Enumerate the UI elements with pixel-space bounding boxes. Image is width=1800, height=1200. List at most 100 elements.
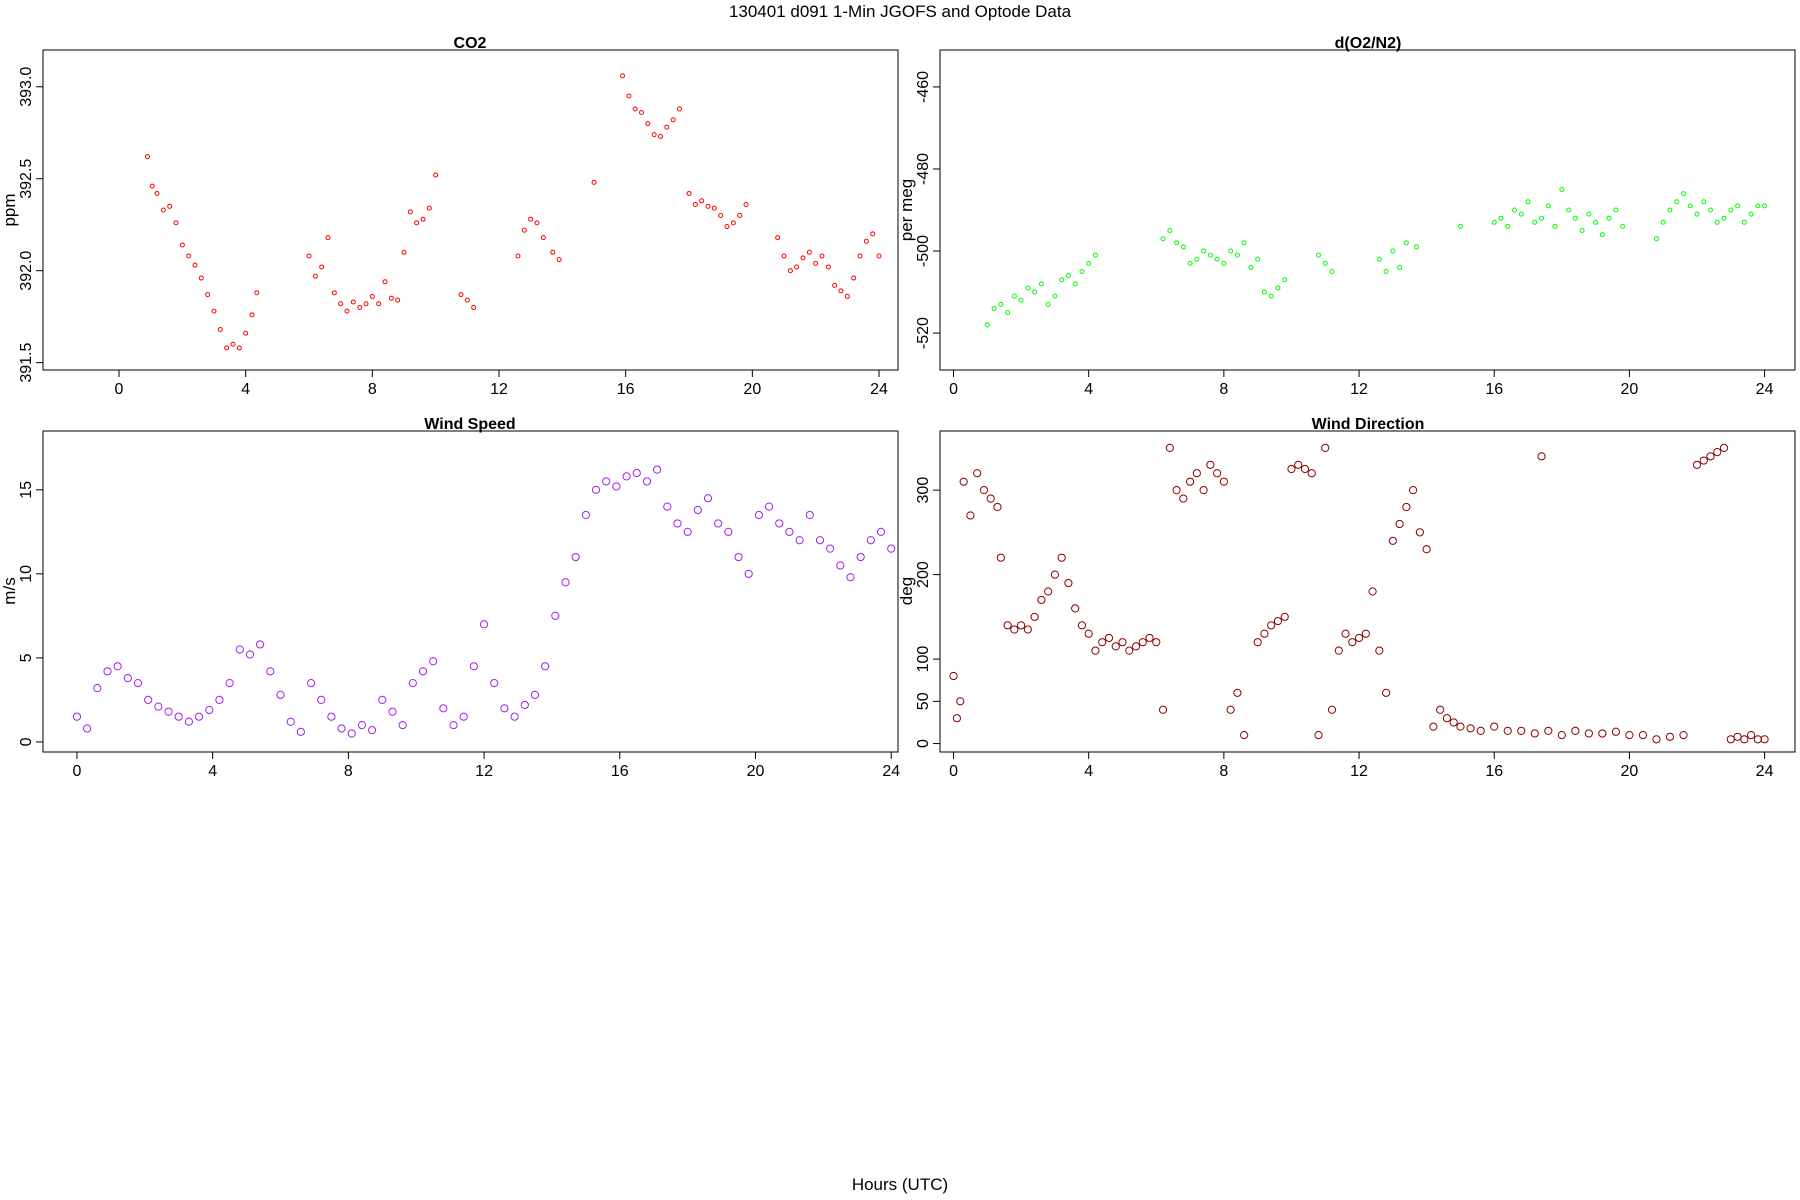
wind-direction-point [1185,477,1195,486]
wind-speed-point [510,712,519,721]
co2-point [243,330,249,336]
wind-speed-point [541,662,550,671]
wind-direction-point [1395,519,1404,529]
wind-speed-point [876,527,886,536]
o2n2-point [1045,301,1051,307]
wind-direction-x-tick-label: 24 [1756,763,1774,780]
wind-direction-point [1476,726,1485,735]
wind-speed-point [357,721,367,730]
co2-point [433,172,439,178]
co2-point [819,253,825,259]
wind-speed-point [622,472,631,481]
wind-speed-x-tick-label: 12 [475,763,493,780]
wind-direction-point [1517,726,1526,735]
wind-direction-point [986,494,995,503]
co2-point [521,227,527,233]
wind-direction-point [1098,638,1107,647]
wind-speed-point [653,465,662,474]
wind-speed-point [378,695,387,705]
wind-speed-point [276,690,285,699]
panel-wind-speed-plot: 0 4 8 12 16 20 24 0 5 10 15 [18,465,900,780]
o2n2-point [1667,207,1673,213]
o2n2-point [1721,215,1727,221]
co2-point [794,264,800,270]
wind-direction-point [1172,486,1181,495]
wind-speed-y-tick-label: 15 [18,481,35,499]
wind-speed-point [866,536,875,545]
co2-point [515,253,521,259]
wind-direction-point [1233,688,1242,697]
co2-y-tick-label: 392.0 [18,251,35,291]
o2n2-point [1728,207,1734,213]
co2-point [407,209,413,215]
co2-point [851,275,857,281]
co2-y-tick-label: 393.0 [18,67,35,107]
o2n2-point [1414,244,1420,250]
wind-direction-point [1321,443,1330,452]
co2-point [743,201,749,207]
wind-direction-point [1341,629,1350,638]
co2-point [870,231,876,237]
co2-point [686,190,692,196]
o2n2-point [1376,256,1382,262]
wind-direction-point [1733,732,1742,741]
o2n2-point [1315,252,1321,258]
o2n2-point [1532,219,1538,225]
co2-point [236,345,242,351]
wind-direction-point [1023,625,1032,634]
co2-point [730,220,736,226]
co2-point [249,312,255,318]
wind-speed-point [429,657,438,666]
wind-direction-y-tick-label: 100 [915,646,932,673]
o2n2-point [1714,219,1720,225]
wind-speed-x-tick-label: 16 [611,763,629,780]
co2-point [167,203,173,209]
wind-direction-point [1030,612,1039,621]
wind-direction-point [1280,612,1289,621]
o2n2-point [1160,236,1166,242]
wind-direction-point [1375,646,1384,655]
wind-speed-point [205,705,214,715]
o2n2-point [1755,203,1761,209]
o2n2-point [1660,219,1666,225]
wind-direction-point [1037,595,1046,605]
wind-speed-point [836,561,845,570]
co2-point [844,293,850,299]
o2n2-point [1248,264,1254,270]
wind-speed-point [744,569,753,578]
o2n2-point [1187,260,1193,266]
wind-direction-point [1652,735,1661,744]
o2n2-point [1059,277,1065,283]
co2-point [254,290,260,296]
o2n2-point [1566,207,1572,213]
o2n2-point [1708,207,1714,213]
co2-point [534,220,540,226]
wind-speed-point [144,695,153,705]
wind-speed-point [154,702,163,711]
wind-speed-point [764,502,774,511]
o2n2-point [1593,219,1599,225]
panel-o2n2-frame [939,49,1796,371]
wind-direction-point [1294,460,1303,469]
o2n2-point [1011,293,1017,299]
o2n2-point [1275,285,1281,291]
o2n2-point [1491,219,1497,225]
co2-point [800,255,806,261]
wind-direction-point [1456,722,1465,731]
wind-speed-point [856,552,865,562]
wind-speed-x-tick-label: 8 [344,763,353,780]
wind-direction-point [1740,735,1749,744]
wind-direction-point [1165,443,1174,452]
co2-point [331,290,337,296]
o2n2-x-tick-label: 20 [1621,381,1639,398]
co2-point [664,124,670,130]
o2n2-point [1741,219,1747,225]
wind-speed-y-tick-label: 10 [18,565,35,583]
wind-direction-point [1057,553,1066,562]
co2-point [626,93,632,99]
co2-point [363,301,369,307]
co2-point [464,297,470,303]
o2n2-point [1032,289,1038,295]
o2n2-point [1762,203,1768,209]
co2-point [658,133,663,139]
